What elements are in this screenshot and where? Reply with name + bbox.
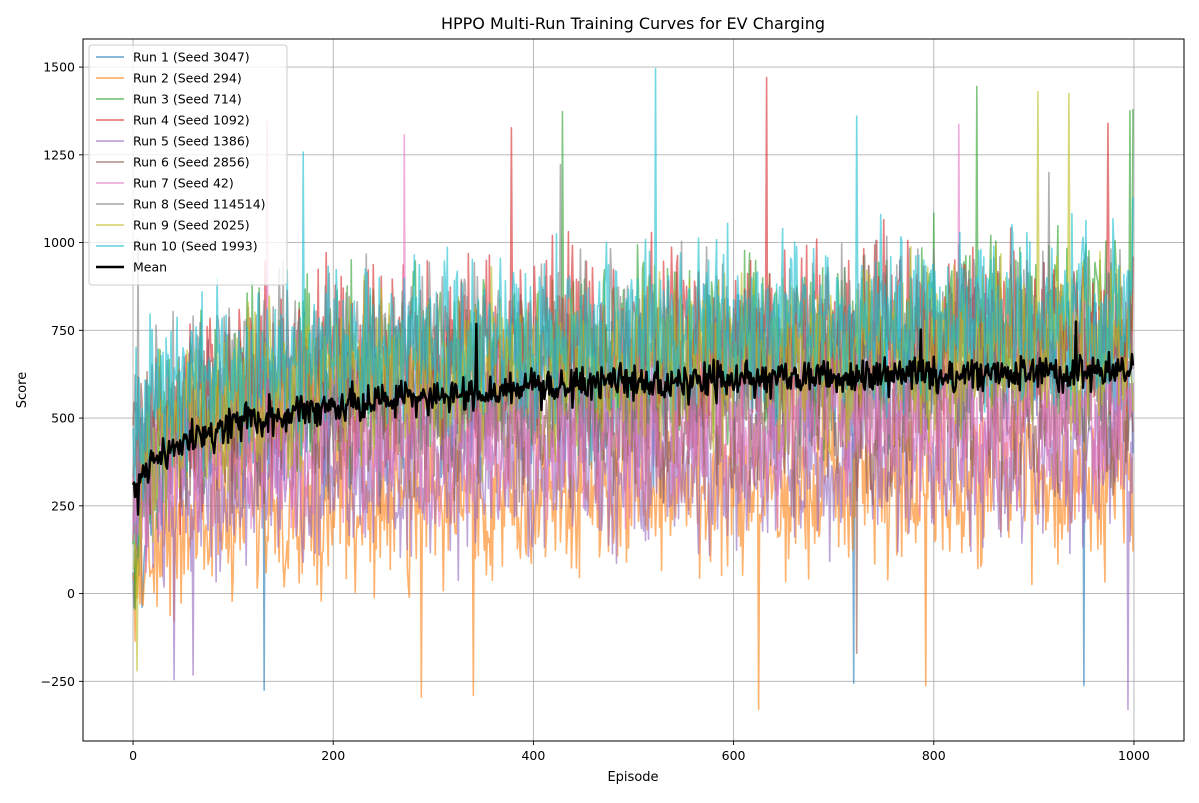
legend-entry: Run 4 (Seed 1092) bbox=[133, 113, 250, 128]
legend-entry: Run 3 (Seed 714) bbox=[133, 92, 242, 107]
plot-frame bbox=[82, 38, 1185, 742]
legend-entry: Run 9 (Seed 2025) bbox=[133, 218, 250, 233]
y-tick-label: 1500 bbox=[43, 60, 75, 75]
x-tick-label: 400 bbox=[521, 748, 545, 763]
legend-entry: Run 6 (Seed 2856) bbox=[133, 155, 250, 170]
legend-entry: Run 1 (Seed 3047) bbox=[133, 50, 250, 65]
x-axis-label: Episode bbox=[607, 770, 658, 785]
x-axis: 0 200 400 600 800 1000 bbox=[129, 741, 1150, 763]
x-tick-label: 200 bbox=[321, 748, 345, 763]
legend-entry: Run 7 (Seed 42) bbox=[133, 176, 234, 191]
legend-entry: Run 2 (Seed 294) bbox=[133, 71, 242, 86]
y-axis-label: Score bbox=[15, 372, 30, 408]
y-tick-label: 250 bbox=[51, 498, 75, 513]
legend-box bbox=[88, 44, 288, 286]
y-axis: −250 0 250 500 750 1000 1250 1500 bbox=[41, 60, 83, 689]
legend-entry: Run 10 (Seed 1993) bbox=[133, 239, 258, 254]
series-lines bbox=[131, 68, 1135, 711]
y-tick-label: 500 bbox=[51, 411, 75, 426]
legend-entry: Run 5 (Seed 1386) bbox=[133, 134, 250, 149]
y-tick-label: 1000 bbox=[43, 235, 75, 250]
y-tick-label: 1250 bbox=[43, 147, 75, 162]
series-line bbox=[132, 68, 1134, 501]
x-tick-label: 1000 bbox=[1118, 748, 1150, 763]
legend-entry: Run 8 (Seed 114514) bbox=[133, 197, 266, 212]
x-tick-label: 800 bbox=[922, 748, 946, 763]
legend-entry: Mean bbox=[133, 260, 167, 275]
y-tick-label: 750 bbox=[51, 323, 75, 338]
x-tick-label: 600 bbox=[722, 748, 746, 763]
y-tick-label: −250 bbox=[41, 674, 75, 689]
y-tick-label: 0 bbox=[67, 586, 75, 601]
legend: Run 1 (Seed 3047) Run 2 (Seed 294) Run 3 (… bbox=[88, 44, 288, 286]
series-line bbox=[131, 320, 1135, 516]
chart-title: HPPO Multi-Run Training Curves for EV Ch… bbox=[441, 14, 825, 33]
x-tick-label: 0 bbox=[129, 748, 137, 763]
